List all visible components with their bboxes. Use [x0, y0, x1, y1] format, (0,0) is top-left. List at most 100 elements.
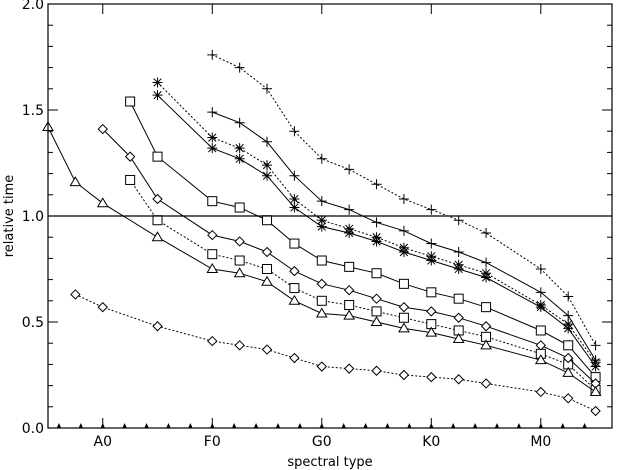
series-line — [47, 126, 596, 393]
data-point-diamond — [426, 306, 437, 317]
data-point-square — [398, 312, 409, 323]
data-point-plus — [289, 126, 300, 137]
data-point-asterisk — [590, 361, 601, 372]
data-point-asterisk — [453, 264, 464, 274]
x-axis-title: spectral type — [287, 455, 372, 470]
data-point-triangle — [206, 263, 219, 273]
x-minor-tick — [341, 423, 346, 428]
data-point-diamond — [453, 374, 464, 385]
data-point-plus — [453, 215, 464, 226]
data-point-diamond — [562, 393, 574, 404]
data-point-square — [234, 255, 245, 266]
data-point-square — [316, 255, 327, 266]
data-point-diamond — [289, 352, 300, 364]
data-point-diamond — [480, 378, 492, 389]
data-point-plus — [316, 196, 327, 207]
x-minor-tick — [166, 423, 171, 428]
series-line — [129, 101, 596, 378]
data-point-plus — [344, 204, 355, 215]
data-point-square — [316, 295, 327, 306]
data-point-diamond — [371, 365, 382, 376]
x-minor-tick — [516, 423, 522, 428]
data-point-plus — [535, 264, 546, 274]
data-point-plus — [234, 62, 245, 73]
data-point-square — [371, 268, 382, 279]
data-point-plus — [371, 179, 382, 190]
data-point-asterisk — [234, 143, 245, 154]
data-point-triangle — [69, 176, 82, 187]
data-point-square — [207, 196, 218, 207]
series-2 — [207, 107, 601, 366]
data-point-square — [371, 306, 382, 317]
data-point-diamond — [124, 151, 136, 162]
y-tick-label: 0.0 — [22, 421, 44, 437]
x-minor-tick — [144, 423, 149, 428]
data-point-plus — [344, 164, 355, 175]
data-point-asterisk — [289, 194, 300, 205]
y-tick-label: 1.5 — [22, 103, 44, 119]
data-point-plus — [426, 238, 437, 249]
data-point-asterisk — [398, 247, 409, 258]
data-point-plus — [289, 170, 300, 181]
data-point-diamond — [398, 301, 410, 313]
data-point-asterisk — [152, 77, 163, 88]
x-minor-tick — [122, 423, 127, 428]
data-point-square — [289, 238, 300, 249]
data-point-diamond — [426, 371, 437, 383]
data-point-plus — [590, 340, 601, 351]
data-point-square — [453, 293, 464, 304]
data-point-triangle — [534, 354, 547, 365]
data-point-triangle — [288, 294, 301, 305]
data-point-triangle — [370, 316, 383, 326]
x-minor-tick — [494, 423, 500, 428]
series-7 — [97, 123, 601, 389]
y-tick-label: 2.0 — [22, 0, 44, 13]
data-point-plus — [207, 49, 218, 60]
data-point-triangle — [343, 309, 356, 320]
ticks-layer — [48, 3, 612, 429]
data-point-square — [207, 249, 218, 260]
data-point-plus — [316, 153, 327, 164]
data-point-asterisk — [371, 236, 382, 247]
series-1 — [207, 49, 601, 351]
data-point-triangle — [233, 267, 246, 278]
x-minor-tick — [188, 423, 193, 428]
data-point-triangle — [151, 231, 164, 242]
series-line — [129, 179, 597, 391]
x-minor-tick — [560, 423, 565, 428]
data-point-triangle — [315, 307, 328, 318]
data-point-square — [426, 287, 437, 298]
x-tick-label: F0 — [204, 434, 221, 450]
data-point-asterisk — [262, 160, 273, 171]
data-point-square — [344, 300, 355, 311]
data-point-square — [398, 278, 409, 289]
data-point-diamond — [316, 361, 327, 372]
data-point-square — [535, 325, 546, 336]
series-6 — [125, 174, 601, 395]
data-point-plus — [481, 257, 492, 268]
x-tick-label: M0 — [530, 434, 551, 450]
x-minor-tick — [56, 423, 62, 428]
data-point-plus — [481, 227, 492, 238]
data-point-triangle — [562, 366, 575, 377]
series-4 — [152, 90, 601, 372]
data-point-square — [234, 202, 245, 213]
series-line — [211, 54, 597, 346]
x-tick-label: K0 — [422, 434, 440, 450]
data-point-diamond — [234, 236, 245, 247]
data-point-asterisk — [234, 153, 245, 164]
data-point-plus — [371, 217, 382, 228]
x-minor-tick — [451, 423, 456, 428]
data-point-triangle — [452, 332, 465, 343]
data-point-plus — [563, 310, 574, 321]
data-point-diamond — [289, 265, 300, 277]
series-line — [74, 293, 597, 412]
data-point-square — [262, 215, 273, 226]
data-point-diamond — [316, 278, 327, 290]
data-point-asterisk — [289, 202, 300, 213]
x-minor-tick — [385, 423, 390, 428]
data-point-square — [563, 340, 574, 351]
data-point-asterisk — [535, 302, 546, 313]
data-point-asterisk — [316, 215, 327, 226]
